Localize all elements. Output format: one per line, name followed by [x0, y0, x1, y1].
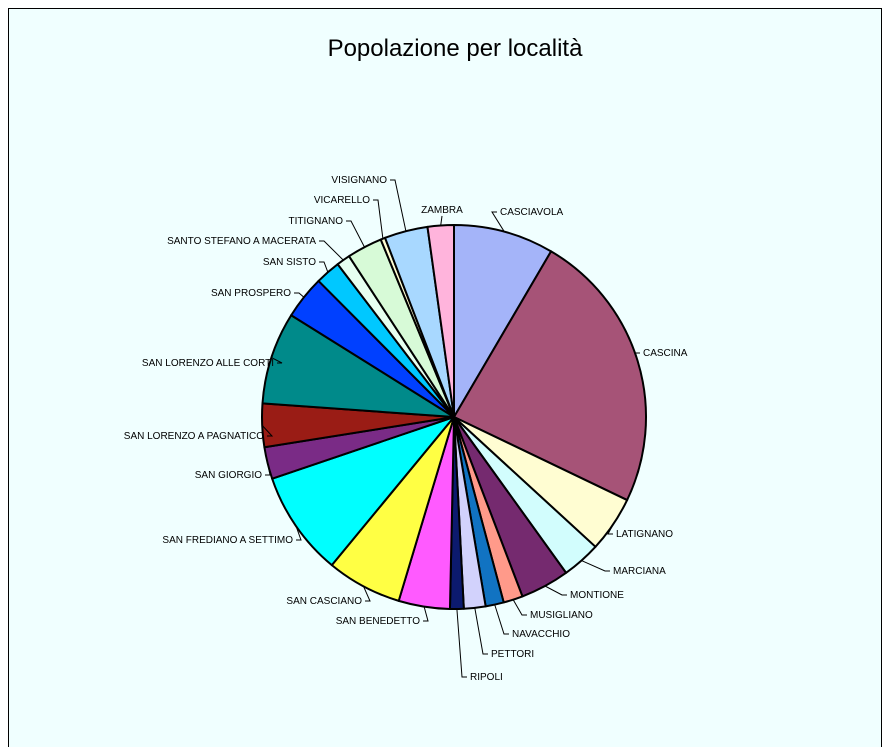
slice-label: MARCIANA [613, 566, 666, 577]
leader-line [346, 220, 365, 248]
leader-line [295, 525, 302, 541]
leader-line [265, 463, 271, 476]
slice-label: CASCIAVOLA [500, 207, 563, 218]
slice-label: SAN LORENZO ALLE CORTI [142, 358, 274, 369]
leader-line [261, 425, 274, 437]
slice-label: VICARELLO [314, 195, 370, 206]
leader-line [512, 599, 527, 616]
slice-label: SAN SISTO [263, 257, 316, 268]
leader-line [491, 211, 505, 232]
slice-label: SAN FREDIANO A SETTIMO [162, 535, 293, 546]
leader-line [423, 606, 429, 622]
slice-label: CASCINA [643, 348, 688, 359]
slice-label: ZAMBRA [421, 205, 463, 216]
slice-label: RIPOLI [470, 672, 503, 683]
leader-line [319, 261, 329, 273]
slice-label: NAVACCHIO [512, 629, 570, 640]
slice-label: SAN BENEDETTO [336, 616, 420, 627]
label-leaders [261, 179, 640, 678]
leader-line [319, 240, 344, 261]
leader-line [440, 215, 443, 226]
slice-label: LATIGNANO [616, 529, 673, 540]
slice-label: MONTIONE [570, 590, 624, 601]
leader-line [373, 199, 384, 239]
slice-label: SAN CASCIANO [286, 596, 362, 607]
chart-title: Popolazione per località [328, 35, 583, 62]
leader-line [294, 292, 305, 298]
slice-label: TITIGNANO [289, 216, 344, 227]
pie-slice-casciavola [453, 224, 553, 418]
leader-line [494, 604, 509, 635]
leader-line [634, 352, 640, 362]
slice-labels: CASCIAVOLA CASCINA LATIGNANO MARCIANA MONTIO… [124, 175, 688, 683]
leader-line [390, 179, 407, 232]
pie-slices [261, 224, 647, 611]
leader-line [544, 585, 567, 596]
slice-label: SAN LORENZO A PAGNATICO [124, 431, 264, 442]
slice-label: SANTO STEFANO A MACERATA [167, 236, 316, 247]
slice-label: SAN GIORGIO [195, 470, 262, 481]
slice-label: MUSIGLIANO [530, 610, 593, 621]
slice-label: PETTORI [491, 649, 534, 660]
leader-line [474, 607, 488, 655]
slice-label: SAN PROSPERO [211, 288, 291, 299]
leader-line [607, 524, 614, 535]
leader-line [271, 357, 283, 364]
leader-line [456, 608, 467, 678]
leader-line [363, 586, 371, 602]
leader-line [581, 560, 610, 572]
slice-label: VISIGNANO [331, 175, 387, 186]
